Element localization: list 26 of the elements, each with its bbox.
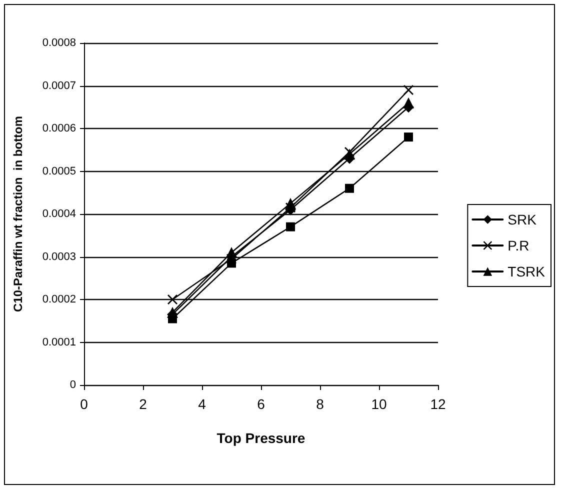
legend-label: TSRK [508,264,546,280]
y-tick-label: 0.0003 [42,250,76,263]
y-tick-label: 0.0002 [42,294,76,306]
x-tick-label: 10 [371,396,387,412]
y-tick-label: 0.0007 [42,80,76,92]
x-axis-title: Top Pressure [216,430,306,446]
y-tick-label: 0.0006 [42,122,76,134]
y-tick-label: 0.0005 [42,165,76,178]
point [345,184,354,193]
y-tick-label: 0.0004 [42,208,76,220]
y-tick-label: 0 [70,379,76,391]
point [404,132,413,142]
point [168,294,178,304]
x-tick-label: 12 [430,396,446,412]
x-tick-label: 0 [80,396,88,412]
x-tick-label: 2 [139,396,148,412]
x-tick-label: 4 [198,396,206,412]
point [404,85,414,96]
x-tick-label: 6 [257,396,266,412]
legend-label: P.R [508,238,530,254]
x-tick-label: 8 [316,396,324,412]
legend-label: SRK [508,212,538,228]
point [286,222,295,232]
y-axis-title: C10-Paraffin wt fraction in bottom [11,116,25,312]
y-tick-label: 0.0008 [42,37,76,49]
y-tick-label: 0.0001 [42,336,76,348]
